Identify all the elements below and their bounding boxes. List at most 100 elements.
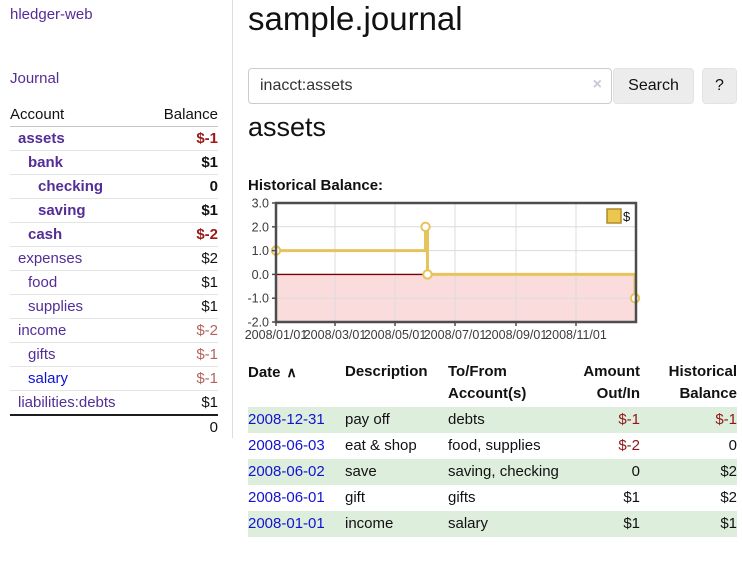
account-link[interactable]: expenses bbox=[18, 250, 83, 267]
transaction-balance-cell: $-1 bbox=[640, 407, 737, 433]
transaction-date-cell: 2008-06-03 bbox=[248, 433, 345, 459]
x-axis-label: 2008/07/01 bbox=[424, 328, 487, 342]
y-axis-label: 2.0 bbox=[252, 220, 269, 234]
account-link[interactable]: checking bbox=[38, 178, 104, 195]
transaction-description-cell: income bbox=[345, 511, 448, 537]
transaction-accounts-cell: debts bbox=[448, 407, 560, 433]
transaction-date-cell: 2008-06-01 bbox=[248, 485, 345, 511]
account-balance: $-1 bbox=[196, 130, 218, 147]
legend-swatch bbox=[606, 208, 622, 224]
account-link[interactable]: saving bbox=[38, 202, 86, 219]
accounts-total-value: 0 bbox=[209, 419, 218, 436]
accounts-table-header: Account Balance bbox=[10, 103, 218, 127]
chart-title: Historical Balance: bbox=[248, 177, 384, 194]
transaction-balance-cell: $1 bbox=[640, 511, 737, 537]
accounts-header-balance: Balance bbox=[163, 106, 218, 123]
legend-label: $ bbox=[623, 209, 631, 224]
account-balance: $1 bbox=[201, 394, 218, 411]
transaction-row[interactable]: 2008-06-03 eat & shop food, supplies $-2 0 bbox=[248, 433, 737, 459]
account-row: checking 0 bbox=[10, 175, 218, 199]
data-point-marker bbox=[422, 269, 433, 280]
accounts-table: Account Balance assets $-1 bank $1 checking 0… bbox=[10, 103, 218, 439]
account-balance: $-1 bbox=[196, 346, 218, 363]
transaction-description-cell: eat & shop bbox=[345, 437, 417, 454]
register-table-body: 2008-12-31 pay off debts $-1 $-1 2008-06-03 ea… bbox=[248, 407, 737, 537]
app-brand-link[interactable]: hledger-web bbox=[10, 6, 93, 23]
account-row: income $-2 bbox=[10, 319, 218, 343]
transaction-amount-cell: 0 bbox=[560, 459, 640, 485]
transaction-row[interactable]: 2008-06-01 gift gifts $1 $2 bbox=[248, 485, 737, 511]
transaction-description-cell: save bbox=[345, 459, 448, 485]
sidebar-divider bbox=[232, 0, 233, 438]
register-header-amount[interactable]: Amount Out/In bbox=[583, 363, 640, 402]
help-button[interactable]: ? bbox=[702, 68, 737, 104]
accounts-table-body: assets $-1 bank $1 checking 0 saving $1 cash $-2 e… bbox=[10, 127, 218, 414]
account-balance: $2 bbox=[201, 250, 218, 267]
y-axis-label: 0.0 bbox=[252, 268, 269, 282]
accounts-header-account: Account bbox=[10, 106, 65, 123]
search-form: × Search ? bbox=[248, 68, 738, 104]
transaction-amount-cell: $1 bbox=[623, 489, 640, 506]
transaction-accounts-cell: saving, checking bbox=[448, 459, 560, 485]
x-axis-label: 2008/03/01 bbox=[304, 328, 367, 342]
account-row: liabilities:debts $1 bbox=[10, 391, 218, 414]
register-header-historical[interactable]: Historical Balance bbox=[668, 363, 737, 402]
account-row: expenses $2 bbox=[10, 247, 218, 271]
transaction-date-cell: 2008-01-01 bbox=[248, 511, 345, 537]
search-button[interactable]: Search bbox=[613, 68, 694, 104]
account-link[interactable]: salary bbox=[28, 370, 69, 387]
transaction-date-link[interactable]: 2008-12-31 bbox=[248, 411, 325, 428]
search-input[interactable] bbox=[248, 68, 612, 104]
account-balance: $1 bbox=[201, 298, 218, 315]
transaction-amount-cell: $-1 bbox=[560, 407, 640, 433]
x-axis-label: 2008/11/01 bbox=[545, 328, 607, 342]
y-axis-label: 1.0 bbox=[252, 244, 269, 258]
clear-search-icon[interactable]: × bbox=[592, 76, 602, 93]
transaction-date-link[interactable]: 2008-06-02 bbox=[248, 463, 325, 480]
account-link[interactable]: liabilities:debts bbox=[18, 394, 116, 411]
x-axis-label: 2008/01/01 bbox=[245, 328, 308, 342]
transaction-row[interactable]: 2008-06-02 save saving, checking 0 $2 bbox=[248, 459, 737, 485]
chart-border bbox=[274, 201, 638, 324]
transaction-date-cell: 2008-06-02 bbox=[248, 459, 345, 485]
account-link[interactable]: income bbox=[18, 322, 67, 339]
transaction-amount-cell: $-2 bbox=[618, 437, 640, 454]
account-link[interactable]: assets bbox=[18, 130, 65, 147]
transaction-date-link[interactable]: 2008-01-01 bbox=[248, 515, 325, 532]
account-balance: 0 bbox=[209, 178, 218, 195]
register-header-description[interactable]: Description bbox=[345, 363, 428, 380]
account-balance: $-2 bbox=[196, 226, 218, 243]
account-balance: $1 bbox=[201, 202, 218, 219]
account-link[interactable]: gifts bbox=[28, 346, 56, 363]
transaction-row[interactable]: 2008-12-31 pay off debts $-1 $-1 bbox=[248, 407, 737, 433]
register-header-tofrom[interactable]: To/From Account(s) bbox=[448, 363, 527, 402]
register-table: Date ∧ Description To/From Account(s) Amount… bbox=[248, 361, 737, 537]
account-balance: $1 bbox=[201, 274, 218, 291]
page-title: sample.journal bbox=[248, 0, 463, 37]
account-row: gifts $-1 bbox=[10, 343, 218, 367]
account-row: bank $1 bbox=[10, 151, 218, 175]
transaction-accounts-cell: salary bbox=[448, 511, 560, 537]
account-row: supplies $1 bbox=[10, 295, 218, 319]
historical-balance-chart: $3.0 2.0 1.0 0.0 -1.0 -2.0 2008/01/01 2008/03/0… bbox=[245, 196, 642, 346]
account-row: saving $1 bbox=[10, 199, 218, 223]
transaction-row[interactable]: 2008-01-01 income salary $1 $1 bbox=[248, 511, 737, 537]
y-axis-label: -2.0 bbox=[247, 316, 269, 330]
register-header-date[interactable]: Date ∧ bbox=[248, 364, 297, 381]
sidebar-item-journal[interactable]: Journal bbox=[10, 70, 60, 87]
account-row: cash $-2 bbox=[10, 223, 218, 247]
account-link[interactable]: supplies bbox=[28, 298, 84, 315]
transaction-description-cell: gift bbox=[345, 489, 366, 506]
sort-ascending-icon: ∧ bbox=[286, 364, 297, 380]
transaction-balance-cell: 0 bbox=[728, 437, 737, 454]
account-link[interactable]: food bbox=[28, 274, 58, 291]
account-link[interactable]: bank bbox=[28, 154, 64, 171]
account-heading: assets bbox=[248, 112, 327, 142]
transaction-accounts-cell: gifts bbox=[448, 489, 476, 506]
account-link[interactable]: cash bbox=[28, 226, 63, 243]
transaction-amount-cell: $1 bbox=[560, 511, 640, 537]
transaction-date-link[interactable]: 2008-06-01 bbox=[248, 489, 325, 506]
accounts-total-row: 0 bbox=[10, 414, 218, 439]
transaction-date-link[interactable]: 2008-06-03 bbox=[248, 437, 325, 454]
account-balance: $-2 bbox=[196, 322, 218, 339]
